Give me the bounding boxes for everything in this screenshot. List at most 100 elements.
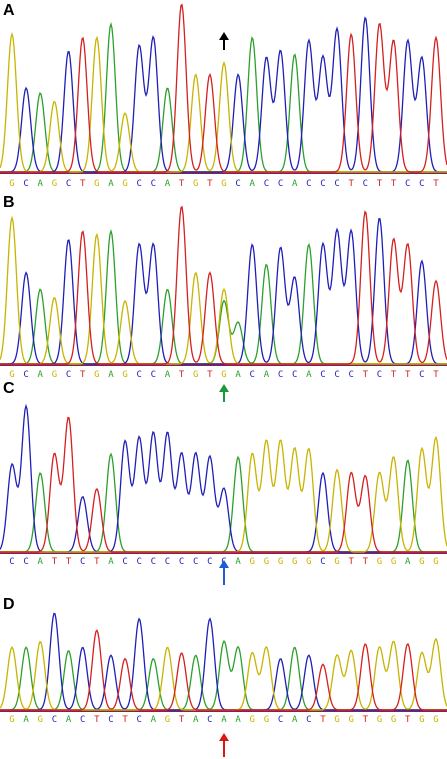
base-call: A xyxy=(165,370,171,380)
panel-label-a: A xyxy=(3,2,15,19)
base-call: G xyxy=(419,715,424,725)
base-call: C xyxy=(363,179,368,189)
trace-c xyxy=(0,403,447,553)
base-call: T xyxy=(433,179,439,189)
base-call: T xyxy=(348,179,354,189)
base-call: T xyxy=(66,557,72,567)
base-call: T xyxy=(179,370,185,380)
base-call: C xyxy=(136,179,141,189)
base-call: A xyxy=(108,179,114,189)
base-call: C xyxy=(80,715,85,725)
trace-a xyxy=(0,639,447,711)
base-call: G xyxy=(94,179,99,189)
base-call: A xyxy=(38,179,44,189)
base-call: G xyxy=(334,557,339,567)
base-call: G xyxy=(419,557,424,567)
base-call: G xyxy=(334,715,339,725)
base-call: G xyxy=(52,370,57,380)
base-call: T xyxy=(80,179,86,189)
base-call: T xyxy=(363,370,369,380)
base-call: A xyxy=(151,715,157,725)
base-call: A xyxy=(193,715,199,725)
base-call: C xyxy=(151,179,156,189)
trace-t xyxy=(0,416,447,553)
base-call: A xyxy=(66,715,72,725)
base-call: G xyxy=(38,715,43,725)
variant-arrow xyxy=(219,32,229,50)
base-call: G xyxy=(9,715,14,725)
trace-t xyxy=(0,629,447,711)
base-call: T xyxy=(52,557,58,567)
base-call: C xyxy=(23,179,28,189)
base-call: C xyxy=(419,370,424,380)
base-call: C xyxy=(278,179,283,189)
base-call: A xyxy=(235,557,241,567)
base-call: C xyxy=(405,179,410,189)
base-call: T xyxy=(433,370,439,380)
base-call: G xyxy=(306,557,311,567)
base-call: C xyxy=(250,370,255,380)
base-call: T xyxy=(207,370,213,380)
base-call: G xyxy=(250,715,255,725)
base-call: C xyxy=(264,179,269,189)
base-call: T xyxy=(320,715,326,725)
base-call: C xyxy=(306,179,311,189)
base-call: A xyxy=(306,370,312,380)
base-call: C xyxy=(165,557,170,567)
base-call: G xyxy=(264,557,269,567)
trace-g xyxy=(0,435,447,553)
base-call: T xyxy=(207,179,213,189)
base-call: C xyxy=(9,557,14,567)
base-call: T xyxy=(377,179,383,189)
base-call: C xyxy=(306,715,311,725)
base-call: G xyxy=(9,179,14,189)
trace-g xyxy=(0,637,447,711)
base-call: A xyxy=(292,715,298,725)
panel-label-b: B xyxy=(3,194,15,211)
base-call: G xyxy=(278,557,283,567)
base-call: T xyxy=(94,715,100,725)
base-call: G xyxy=(221,370,226,380)
base-call: C xyxy=(278,370,283,380)
base-call: T xyxy=(348,557,354,567)
panel-label-d: D xyxy=(3,596,15,613)
base-call: A xyxy=(38,370,44,380)
base-call: G xyxy=(122,370,127,380)
base-call: C xyxy=(320,370,325,380)
base-call: T xyxy=(391,179,397,189)
base-call: G xyxy=(9,370,14,380)
base-call: G xyxy=(377,715,382,725)
base-call: G xyxy=(250,557,255,567)
base-call: G xyxy=(94,370,99,380)
base-call: G xyxy=(391,557,396,567)
base-call: G xyxy=(292,557,297,567)
base-call: G xyxy=(391,715,396,725)
base-call: C xyxy=(66,179,71,189)
base-call: C xyxy=(193,557,198,567)
base-call: C xyxy=(207,715,212,725)
trace-c xyxy=(0,612,447,711)
base-call: G xyxy=(221,179,226,189)
base-call: G xyxy=(377,557,382,567)
base-call: C xyxy=(23,370,28,380)
base-call: T xyxy=(405,370,411,380)
base-call: A xyxy=(23,715,29,725)
base-call: A xyxy=(405,557,411,567)
base-call: A xyxy=(264,370,270,380)
base-call: A xyxy=(235,370,241,380)
base-call: C xyxy=(151,557,156,567)
base-call: C xyxy=(348,370,353,380)
panel-c: C CCATTCTACCCCCCCCAGGGGGCGTTGGAGG xyxy=(0,380,447,585)
base-call: C xyxy=(278,715,283,725)
base-call: T xyxy=(122,715,128,725)
base-call: C xyxy=(207,557,212,567)
base-call: G xyxy=(433,715,438,725)
variant-arrow xyxy=(219,560,229,585)
base-call: C xyxy=(320,557,325,567)
base-call: C xyxy=(334,179,339,189)
base-call: C xyxy=(377,370,382,380)
base-call: C xyxy=(66,370,71,380)
base-call: G xyxy=(193,370,198,380)
base-call: C xyxy=(80,557,85,567)
